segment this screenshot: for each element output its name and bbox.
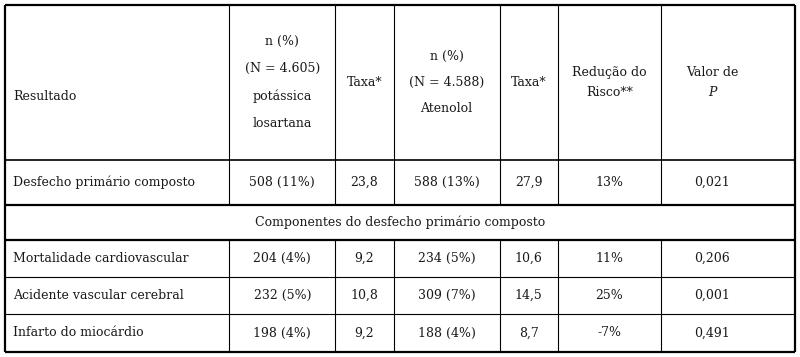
Text: P: P (708, 86, 716, 99)
Text: 14,5: 14,5 (515, 289, 542, 302)
Text: 25%: 25% (595, 289, 623, 302)
Text: 234 (5%): 234 (5%) (418, 252, 475, 265)
Text: Taxa*: Taxa* (346, 76, 382, 89)
Text: 232 (5%): 232 (5%) (254, 289, 311, 302)
Text: 27,9: 27,9 (515, 176, 542, 189)
Text: 10,6: 10,6 (515, 252, 542, 265)
Text: Acidente vascular cerebral: Acidente vascular cerebral (13, 289, 184, 302)
Text: -7%: -7% (598, 327, 622, 340)
Text: (N = 4.588): (N = 4.588) (409, 76, 484, 89)
Text: potássica: potássica (253, 90, 312, 103)
Text: losartana: losartana (253, 117, 312, 130)
Text: Componentes do desfecho primário composto: Componentes do desfecho primário compost… (255, 216, 545, 229)
Text: 198 (4%): 198 (4%) (254, 327, 311, 340)
Text: 0,021: 0,021 (694, 176, 730, 189)
Text: 8,7: 8,7 (519, 327, 538, 340)
Text: 9,2: 9,2 (354, 327, 374, 340)
Text: 13%: 13% (595, 176, 623, 189)
Text: 9,2: 9,2 (354, 252, 374, 265)
Text: 0,491: 0,491 (694, 327, 730, 340)
Text: n (%): n (%) (430, 50, 463, 63)
Text: Redução do: Redução do (572, 66, 646, 79)
Text: 0,206: 0,206 (694, 252, 730, 265)
Text: Taxa*: Taxa* (511, 76, 546, 89)
Text: 188 (4%): 188 (4%) (418, 327, 475, 340)
Text: 508 (11%): 508 (11%) (250, 176, 315, 189)
Text: Infarto do miocárdio: Infarto do miocárdio (13, 327, 144, 340)
Text: Atenolol: Atenolol (421, 102, 473, 115)
Text: (N = 4.605): (N = 4.605) (245, 62, 320, 75)
Text: 0,001: 0,001 (694, 289, 730, 302)
Text: 23,8: 23,8 (350, 176, 378, 189)
Text: 11%: 11% (595, 252, 623, 265)
Text: 588 (13%): 588 (13%) (414, 176, 479, 189)
Text: n (%): n (%) (266, 35, 299, 48)
Text: 10,8: 10,8 (350, 289, 378, 302)
Text: Valor de: Valor de (686, 66, 738, 79)
Text: Risco**: Risco** (586, 86, 633, 99)
Text: 309 (7%): 309 (7%) (418, 289, 475, 302)
Text: Mortalidade cardiovascular: Mortalidade cardiovascular (13, 252, 189, 265)
Text: 204 (4%): 204 (4%) (254, 252, 311, 265)
Text: Desfecho primário composto: Desfecho primário composto (13, 176, 195, 189)
Text: Resultado: Resultado (13, 91, 76, 104)
